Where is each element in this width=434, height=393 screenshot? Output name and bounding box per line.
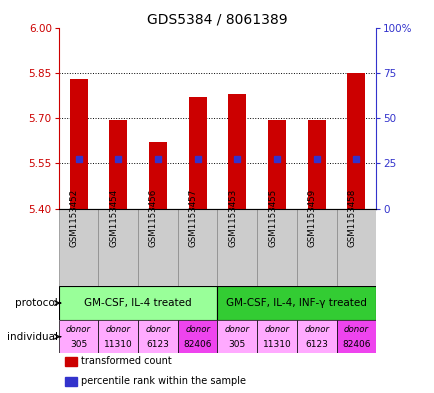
Bar: [65, 357, 77, 365]
Text: donor: donor: [105, 325, 131, 334]
Text: 82406: 82406: [183, 340, 211, 349]
Bar: [65, 377, 77, 386]
FancyBboxPatch shape: [336, 209, 375, 286]
Text: donor: donor: [66, 325, 91, 334]
Title: GDS5384 / 8061389: GDS5384 / 8061389: [147, 12, 287, 26]
FancyBboxPatch shape: [256, 209, 296, 286]
FancyBboxPatch shape: [59, 209, 98, 286]
Text: donor: donor: [145, 325, 170, 334]
FancyBboxPatch shape: [138, 320, 178, 353]
FancyBboxPatch shape: [296, 209, 336, 286]
Text: protocol: protocol: [15, 298, 58, 308]
FancyBboxPatch shape: [59, 286, 217, 320]
Text: GSM1153459: GSM1153459: [307, 189, 316, 248]
Bar: [109, 119, 127, 209]
Bar: [149, 142, 167, 209]
Text: 82406: 82406: [342, 340, 370, 349]
FancyBboxPatch shape: [217, 320, 256, 353]
Bar: [307, 119, 325, 209]
FancyBboxPatch shape: [59, 320, 98, 353]
FancyBboxPatch shape: [296, 320, 336, 353]
Text: donor: donor: [185, 325, 210, 334]
Text: 6123: 6123: [305, 340, 327, 349]
Bar: [347, 73, 365, 209]
FancyBboxPatch shape: [138, 209, 178, 286]
Bar: [188, 97, 206, 209]
Text: GSM1153452: GSM1153452: [69, 189, 79, 248]
FancyBboxPatch shape: [256, 320, 296, 353]
Text: donor: donor: [224, 325, 249, 334]
Text: GSM1153453: GSM1153453: [228, 189, 237, 248]
FancyBboxPatch shape: [336, 320, 375, 353]
Text: GSM1153456: GSM1153456: [148, 189, 158, 248]
Text: transformed count: transformed count: [81, 356, 171, 366]
Text: GSM1153457: GSM1153457: [188, 189, 197, 248]
Text: individual: individual: [7, 332, 58, 342]
FancyBboxPatch shape: [98, 320, 138, 353]
Text: 305: 305: [228, 340, 245, 349]
Text: 6123: 6123: [146, 340, 169, 349]
Text: donor: donor: [343, 325, 368, 334]
Text: GM-CSF, IL-4 treated: GM-CSF, IL-4 treated: [84, 298, 191, 308]
Text: 11310: 11310: [104, 340, 132, 349]
Text: GSM1153454: GSM1153454: [109, 189, 118, 248]
Text: GM-CSF, IL-4, INF-γ treated: GM-CSF, IL-4, INF-γ treated: [226, 298, 366, 308]
FancyBboxPatch shape: [178, 209, 217, 286]
Text: GSM1153455: GSM1153455: [267, 189, 276, 248]
Text: GSM1153458: GSM1153458: [347, 189, 355, 248]
Text: percentile rank within the sample: percentile rank within the sample: [81, 376, 245, 386]
Bar: [69, 79, 87, 209]
Text: 305: 305: [70, 340, 87, 349]
FancyBboxPatch shape: [217, 286, 375, 320]
Text: donor: donor: [303, 325, 329, 334]
Bar: [267, 119, 285, 209]
Bar: [228, 94, 246, 209]
FancyBboxPatch shape: [178, 320, 217, 353]
FancyBboxPatch shape: [217, 209, 256, 286]
Text: donor: donor: [264, 325, 289, 334]
Text: 11310: 11310: [262, 340, 291, 349]
FancyBboxPatch shape: [98, 209, 138, 286]
